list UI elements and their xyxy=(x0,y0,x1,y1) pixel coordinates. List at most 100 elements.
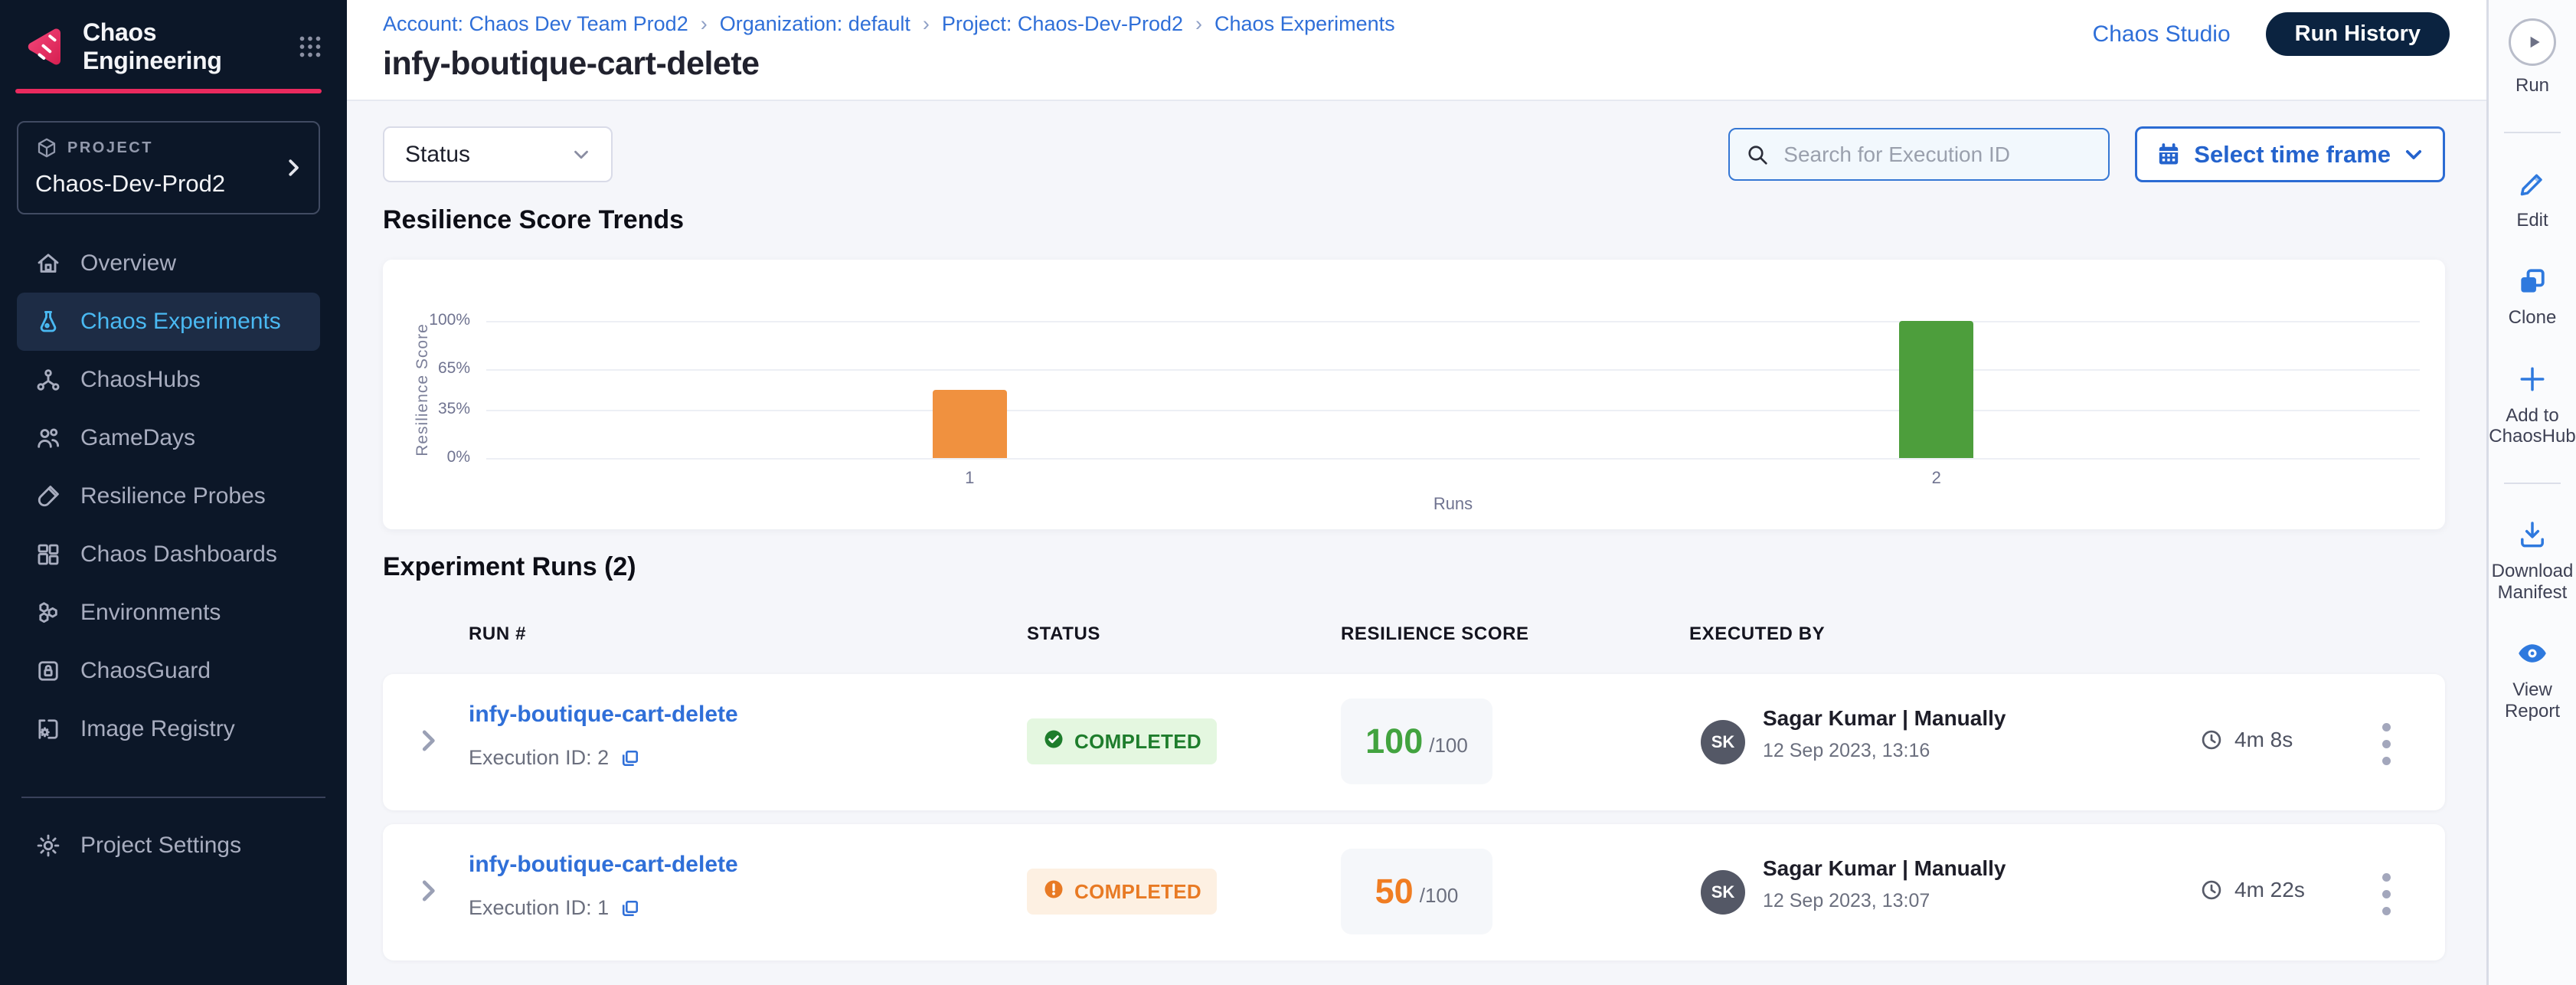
status-filter-dropdown[interactable]: Status xyxy=(383,126,613,182)
expand-chevron-icon[interactable] xyxy=(414,726,443,755)
clock-icon xyxy=(2202,730,2221,750)
project-selector[interactable]: PROJECT Chaos-Dev-Prod2 xyxy=(17,121,320,214)
sidebar-item-label: Project Settings xyxy=(80,833,242,858)
cube-icon xyxy=(38,138,56,158)
sidebar-item-overview[interactable]: Overview xyxy=(17,234,320,293)
expand-chevron-icon[interactable] xyxy=(414,876,443,905)
rail-action-label: Download Manifest xyxy=(2491,560,2574,603)
table-row-execution-2: infy-boutique-cart-delete Execution ID: … xyxy=(383,824,2445,960)
rail-action-label: Edit xyxy=(2516,209,2548,231)
sidebar-item-image-registry[interactable]: Image Registry xyxy=(17,700,320,758)
clone-icon xyxy=(2516,264,2549,298)
project-name: Chaos-Dev-Prod2 xyxy=(35,170,226,197)
header-actions: Chaos Studio Run History xyxy=(2093,12,2450,56)
executed-by: Sagar Kumar | Manually 12 Sep 2023, 13:1… xyxy=(1763,706,2006,761)
chart-bar-run-1 xyxy=(932,389,1007,458)
chart-y-tick-label: 0% xyxy=(446,448,470,466)
chevron-down-icon xyxy=(574,150,588,159)
chart-x-axis-title: Runs xyxy=(1433,494,1473,513)
sidebar-item-environments[interactable]: Environments xyxy=(17,584,320,642)
status-badge: COMPLETED xyxy=(1027,718,1217,764)
rail-action-view-report[interactable]: View Report xyxy=(2505,636,2560,722)
sidebar-item-label: ChaosHubs xyxy=(80,367,201,392)
search-box xyxy=(1728,128,2110,181)
sidebar-divider xyxy=(21,797,325,798)
rail-action-add-to-chaoshub[interactable]: Add to ChaosHub xyxy=(2489,362,2576,447)
brand-underline xyxy=(15,89,322,93)
sidebar-item-project-settings[interactable]: Project Settings xyxy=(17,816,320,875)
rail-action-edit[interactable]: Edit xyxy=(2516,167,2549,231)
clock-icon xyxy=(2202,880,2221,900)
play-icon xyxy=(2509,18,2556,66)
download-icon xyxy=(2516,518,2549,551)
pencil-icon xyxy=(2516,167,2549,201)
sidebar-item-label: Image Registry xyxy=(80,716,235,741)
status-icon xyxy=(1042,728,1065,756)
module-switcher-icon[interactable] xyxy=(296,33,324,61)
filter-bar: Status Select time frame xyxy=(383,126,2445,182)
chart-x-tick-label: 2 xyxy=(1931,468,1941,487)
app-title: Chaos Engineering xyxy=(83,18,222,74)
sidebar-item-gamedays[interactable]: GameDays xyxy=(17,409,320,467)
page-title: infy-boutique-cart-delete xyxy=(383,45,760,82)
header-run: RUN # xyxy=(469,623,527,644)
resilience-score: 100 /100 xyxy=(1341,699,1492,784)
chart-gridline xyxy=(486,321,2420,322)
sidebar-item-chaos-experiments[interactable]: Chaos Experiments xyxy=(17,293,320,351)
experiment-run-link[interactable]: infy-boutique-cart-delete xyxy=(469,852,738,877)
rail-action-label: Clone xyxy=(2508,307,2557,329)
right-action-rail: Run Edit Clone Add to ChaosHub Download Mani… xyxy=(2486,0,2576,985)
search-input[interactable] xyxy=(1782,141,2094,168)
rail-action-clone[interactable]: Clone xyxy=(2508,264,2557,329)
copy-icon[interactable] xyxy=(619,748,641,769)
chart-y-tick-label: 35% xyxy=(437,400,470,418)
main-area: Account: Chaos Dev Team Prod2 Organizati… xyxy=(347,0,2486,985)
trends-section-title: Resilience Score Trends xyxy=(383,205,685,234)
sidebar-item-label: Environments xyxy=(80,600,221,625)
row-menu-button[interactable] xyxy=(2371,717,2401,771)
chart-gridline xyxy=(486,458,2420,460)
rail-action-download-manifest[interactable]: Download Manifest xyxy=(2491,518,2574,603)
sidebar-item-chaos-dashboards[interactable]: Chaos Dashboards xyxy=(17,525,320,584)
header-status: STATUS xyxy=(1027,623,1101,644)
resilience-score: 50 /100 xyxy=(1341,849,1492,934)
sidebar-item-label: Chaos Dashboards xyxy=(80,542,277,567)
header-executed-by: EXECUTED BY xyxy=(1689,623,1826,644)
rail-action-label: Run xyxy=(2515,75,2550,96)
runs-section-title: Experiment Runs (2) xyxy=(383,552,636,581)
sidebar-item-chaosguard[interactable]: ChaosGuard xyxy=(17,642,320,700)
content-area: Status Select time frame xyxy=(347,101,2486,985)
sidebar-header: Chaos Engineering xyxy=(0,0,347,93)
sidebar-nav: Overview Chaos Experiments ChaosHubs GameDa… xyxy=(0,234,347,758)
row-menu-button[interactable] xyxy=(2371,867,2401,921)
breadcrumb-project[interactable]: Project: Chaos-Dev-Prod2 xyxy=(942,12,1214,36)
left-sidebar: Chaos Engineering PROJECT Chaos-Dev-Prod… xyxy=(0,0,347,985)
time-frame-button[interactable]: Select time frame xyxy=(2135,126,2445,182)
avatar: SK xyxy=(1701,720,1745,764)
calendar-icon xyxy=(2159,142,2179,164)
breadcrumb-account[interactable]: Account: Chaos Dev Team Prod2 xyxy=(383,12,720,36)
breadcrumb: Account: Chaos Dev Team Prod2 Organizati… xyxy=(383,12,2450,36)
run-duration: 4m 22s xyxy=(2199,878,2305,902)
execution-id: Execution ID: 2 xyxy=(469,746,641,770)
chart-y-tick-label: 100% xyxy=(429,311,470,329)
avatar: SK xyxy=(1701,870,1745,915)
copy-icon[interactable] xyxy=(619,898,641,919)
rail-action-run[interactable]: Run xyxy=(2509,18,2556,97)
experiment-run-link[interactable]: infy-boutique-cart-delete xyxy=(469,702,738,727)
sidebar-item-resilience-probes[interactable]: Resilience Probes xyxy=(17,467,320,525)
eye-icon xyxy=(2516,636,2549,670)
chevron-right-icon xyxy=(289,159,299,176)
page-header: Account: Chaos Dev Team Prod2 Organizati… xyxy=(347,0,2486,101)
chevron-down-icon xyxy=(2405,149,2422,159)
sidebar-item-label: Overview xyxy=(80,250,177,276)
sidebar-item-chaoshubs[interactable]: ChaosHubs xyxy=(17,351,320,409)
chaos-studio-link[interactable]: Chaos Studio xyxy=(2092,21,2231,47)
breadcrumb-organization[interactable]: Organization: default xyxy=(720,12,942,36)
execution-id: Execution ID: 1 xyxy=(469,896,641,920)
chart-x-tick-label: 1 xyxy=(965,468,975,487)
sidebar-item-label: Resilience Probes xyxy=(80,483,266,509)
breadcrumb-experiments[interactable]: Chaos Experiments xyxy=(1214,12,1395,35)
status-icon xyxy=(1042,878,1065,906)
run-history-button[interactable]: Run History xyxy=(2265,12,2450,56)
